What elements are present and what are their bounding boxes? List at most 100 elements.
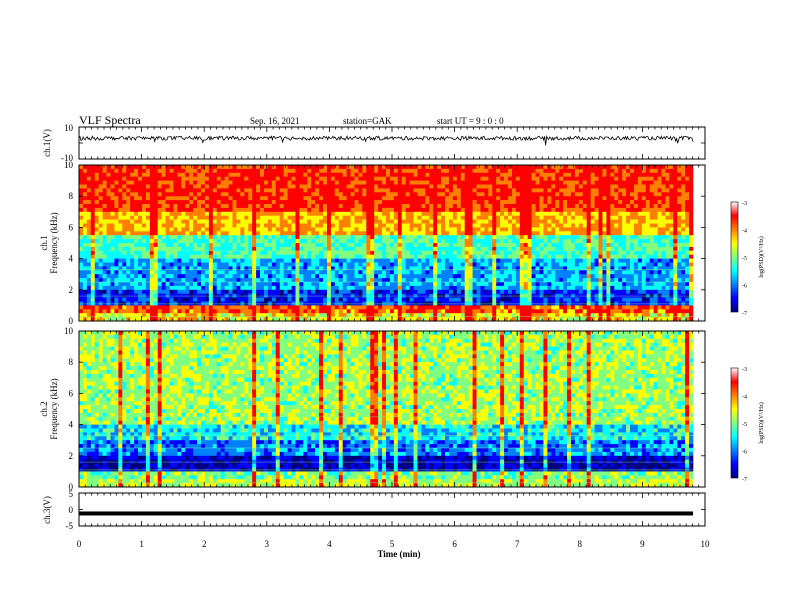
spectrogram-cell [185, 270, 190, 275]
spectrogram-cell [169, 317, 174, 322]
spectrogram-cell [271, 200, 277, 205]
spectrogram-cell [515, 223, 521, 228]
spectrogram-cell [484, 235, 489, 240]
spectrogram-cell [382, 239, 387, 244]
spectrogram-cell [275, 266, 281, 271]
spectrogram-cell [429, 196, 434, 201]
spectrogram-cell [181, 192, 186, 197]
spectrogram-cell [472, 289, 477, 294]
spectrogram-cell [193, 243, 198, 248]
spectrogram-cell [118, 274, 123, 279]
spectrogram-cell [362, 172, 367, 177]
spectrogram-cell [279, 250, 284, 255]
spectrogram-cell [488, 180, 493, 185]
spectrogram-cell [456, 172, 462, 177]
spectrogram-cell [315, 278, 320, 283]
spectrogram-cell [197, 176, 202, 181]
spectrogram-cell [472, 188, 477, 193]
spectrogram-cell [240, 317, 245, 322]
spectrogram-cell [283, 180, 288, 185]
spectrogram-cell [488, 270, 493, 275]
spectrogram-cell [228, 204, 233, 209]
spectrogram-cell [330, 309, 336, 314]
spectrogram-cell [224, 204, 229, 209]
spectrogram-cell [472, 172, 477, 177]
spectrogram-cell [197, 278, 202, 283]
spectrogram-cell [110, 262, 115, 267]
spectrogram-cell [86, 223, 92, 228]
spectrogram-cell [86, 176, 92, 181]
spectrogram-cell [275, 211, 281, 216]
spectrogram-cell [138, 250, 143, 255]
spectrogram-cell [539, 258, 544, 263]
spectrogram-cell [437, 168, 442, 174]
spectrogram-cell [102, 176, 107, 181]
spectrogram-cell [334, 231, 340, 236]
spectrogram-cell [504, 309, 509, 314]
spectrogram-cell [240, 219, 245, 224]
spectrogram-cell [287, 309, 292, 314]
spectrogram-cell [110, 239, 115, 244]
spectrogram-cell [405, 278, 410, 283]
spectrogram-cell [260, 180, 265, 185]
spectrogram-cell [437, 180, 442, 185]
spectrogram-cell [330, 165, 336, 170]
spectrogram-cell [201, 254, 206, 259]
spectrogram-cell [468, 223, 473, 228]
spectrogram-cell [283, 313, 288, 318]
spectrogram-cell [433, 165, 438, 170]
spectrogram-cell [220, 227, 225, 232]
spectrogram-cell [326, 207, 332, 213]
spectrogram-cell [189, 289, 194, 294]
spectrogram-cell [334, 192, 340, 197]
spectrogram-cell [204, 211, 210, 216]
spectrogram-cell [484, 192, 489, 197]
spectrogram-cell [271, 192, 277, 197]
spectrogram-cell [189, 219, 194, 224]
spectrogram-cell [185, 184, 190, 189]
spectrogram-cell [370, 200, 375, 205]
spectrogram-cell [511, 176, 517, 181]
spectrogram-cell [370, 258, 375, 263]
spectrogram-cell [114, 211, 119, 216]
spectrogram-cell [126, 270, 131, 275]
spectrogram-cell [460, 297, 466, 302]
spectrogram-cell [409, 223, 414, 228]
spectrogram-cell [421, 278, 426, 283]
spectrogram-cell [468, 254, 473, 259]
spectrogram-cell [189, 200, 194, 205]
spectrogram-cell [165, 219, 170, 224]
spectrogram-cell [244, 223, 249, 228]
spectrogram-cell [283, 207, 288, 213]
spectrogram-cell [511, 200, 517, 205]
spectrogram-cell [181, 219, 186, 224]
spectrogram-cell [389, 309, 395, 314]
spectrogram-cell [448, 204, 454, 209]
spectrogram-cell [122, 278, 127, 283]
spectrogram-cell [389, 207, 395, 213]
spectrogram-cell [307, 219, 312, 224]
spectrogram-cell [130, 168, 135, 174]
spectrogram-cell [350, 188, 355, 193]
spectrogram-cell [94, 235, 99, 240]
spectrogram-cell [508, 223, 513, 228]
spectrogram-cell [405, 207, 410, 213]
spectrogram-cell [326, 168, 332, 174]
spectrogram-cell [134, 243, 139, 248]
spectrogram-cell [299, 200, 304, 205]
spectrogram-cell [252, 239, 257, 244]
spectrogram-cell [346, 176, 351, 181]
spectrogram-cell [523, 219, 528, 224]
spectrogram-cell [118, 266, 123, 271]
spectrogram-cell [476, 266, 481, 271]
spectrogram-cell [370, 196, 375, 201]
spectrogram-cell [429, 254, 434, 259]
spectrogram-cell [267, 270, 273, 275]
spectrogram-cell [193, 239, 198, 244]
spectrogram-cell [118, 176, 123, 181]
spectrogram-cell [370, 246, 375, 252]
spectrogram-cell [145, 172, 151, 177]
spectrogram-cell [515, 317, 521, 322]
spectrogram-cell [480, 289, 485, 294]
spectrogram-cell [283, 239, 288, 244]
